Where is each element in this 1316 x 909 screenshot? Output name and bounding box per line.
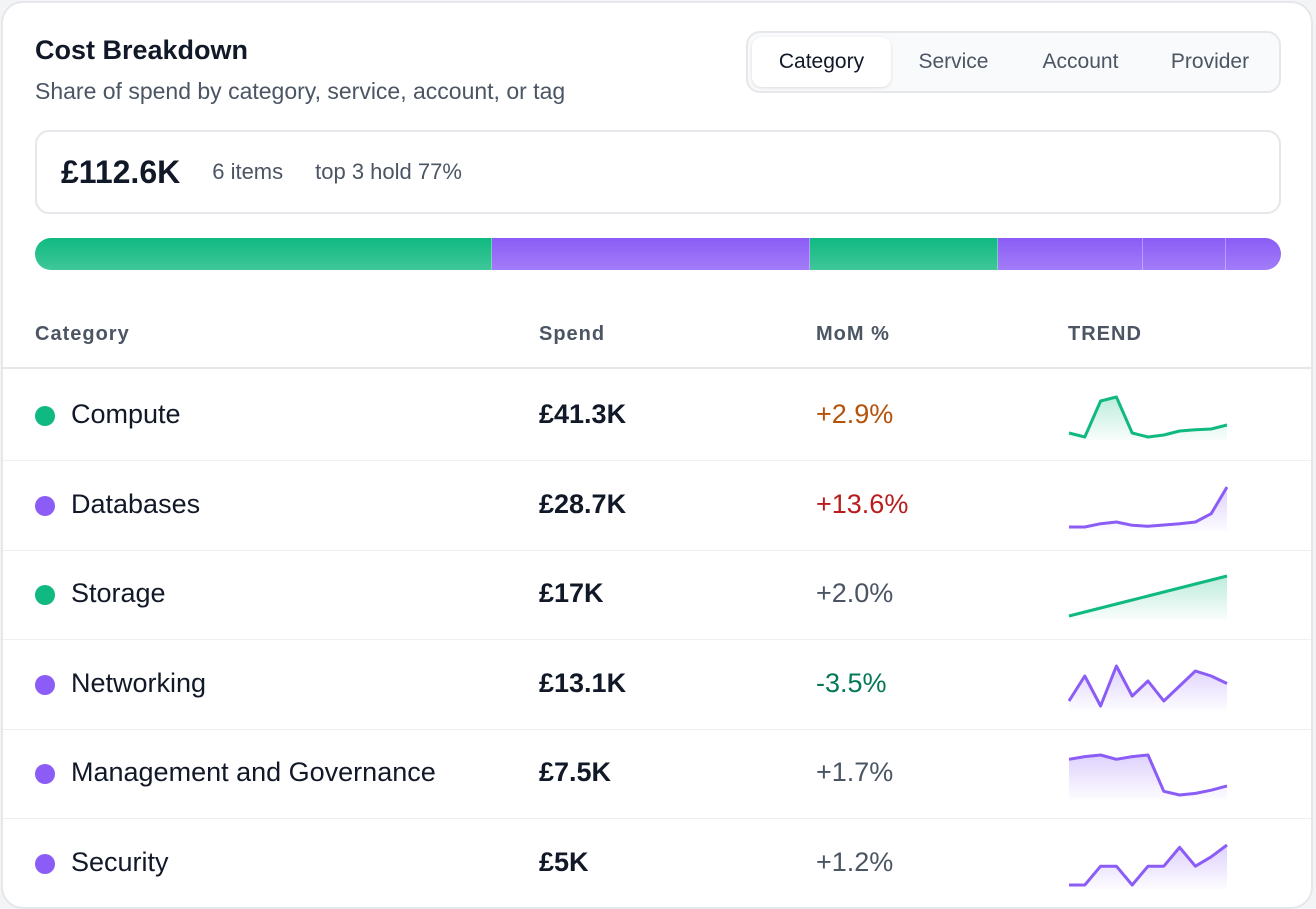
category-name: Security — [71, 846, 169, 877]
table-row[interactable]: Storage £17K +2.0% — [3, 550, 1311, 640]
card-subtitle: Share of spend by category, service, acc… — [35, 78, 566, 104]
item-count: 6 items — [212, 159, 284, 184]
trend-sparkline — [1068, 574, 1228, 620]
column-header-spend[interactable]: Spend — [539, 323, 606, 345]
category-spend: £17K — [539, 578, 604, 608]
category-mom: +1.7% — [816, 757, 894, 787]
category-name: Compute — [71, 399, 181, 429]
table-row[interactable]: Networking £13.1K -3.5% — [3, 640, 1311, 730]
trend-area — [1069, 486, 1227, 531]
table-row[interactable]: Databases £28.7K +13.6% — [3, 461, 1311, 551]
category-name: Networking — [71, 667, 207, 698]
trend-sparkline — [1068, 395, 1228, 441]
trend-area — [1069, 755, 1227, 799]
category-spend: £7.5K — [539, 757, 612, 787]
share-segment[interactable] — [998, 238, 1143, 270]
top-share-note: top 3 hold 77% — [315, 159, 462, 184]
trend-area — [1069, 665, 1227, 710]
trend-line — [1069, 843, 1228, 886]
table-row[interactable]: Management and Governance £7.5K +1.7% — [3, 729, 1311, 819]
trend-line — [1068, 753, 1228, 797]
category-spend: £5K — [539, 846, 589, 877]
trend-line — [1068, 395, 1228, 439]
card-title: Cost Breakdown — [35, 35, 249, 65]
summary-box: £112.6K 6 items top 3 hold 77% — [35, 130, 1281, 214]
category-name: Management and Governance — [71, 757, 436, 787]
column-header-category[interactable]: Category — [35, 323, 130, 345]
share-stacked-bar — [35, 238, 1281, 270]
category-name: Databases — [71, 488, 201, 519]
share-segment[interactable] — [1226, 238, 1281, 270]
share-segment[interactable] — [492, 238, 810, 270]
category-mom: +2.9% — [816, 399, 894, 429]
category-spend: £28.7K — [539, 488, 627, 519]
category-spend: £13.1K — [539, 667, 627, 698]
tab-provider[interactable]: Provider — [1170, 50, 1250, 73]
trend-sparkline — [1068, 753, 1228, 799]
category-mom: +13.6% — [816, 488, 909, 519]
share-segment[interactable] — [1142, 238, 1227, 270]
tab-account[interactable]: Account — [1042, 50, 1119, 73]
category-color-dot — [35, 495, 55, 516]
category-mom: +2.0% — [816, 578, 894, 608]
share-segment[interactable] — [810, 238, 999, 270]
share-segment[interactable] — [35, 238, 493, 270]
trend-line — [1068, 574, 1228, 618]
category-color-dot — [35, 406, 55, 426]
category-color-dot — [35, 853, 55, 874]
category-name: Storage — [71, 578, 166, 608]
tab-service[interactable]: Service — [918, 50, 989, 73]
tab-category[interactable]: Category — [752, 37, 891, 87]
category-mom: -3.5% — [816, 667, 887, 698]
total-spend: £112.6K — [61, 153, 181, 190]
table-header: Category Spend MoM % TREND — [3, 303, 1311, 369]
category-color-dot — [35, 674, 55, 695]
grouping-tabs: Category Service Account Provider — [746, 31, 1281, 93]
column-header-mom[interactable]: MoM % — [816, 323, 890, 345]
category-color-dot — [35, 764, 55, 784]
trend-area — [1069, 397, 1227, 441]
trend-sparkline — [1069, 843, 1228, 889]
category-spend: £41.3K — [539, 399, 627, 429]
table-row[interactable]: Compute £41.3K +2.9% — [3, 371, 1311, 461]
table-row[interactable]: Security £5K +1.2% — [3, 819, 1311, 908]
column-header-trend: TREND — [1068, 323, 1142, 345]
trend-line — [1068, 664, 1228, 707]
trend-sparkline — [1069, 485, 1228, 531]
trend-sparkline — [1068, 664, 1228, 710]
category-color-dot — [35, 585, 55, 605]
category-mom: +1.2% — [816, 846, 894, 877]
trend-line — [1069, 485, 1228, 528]
